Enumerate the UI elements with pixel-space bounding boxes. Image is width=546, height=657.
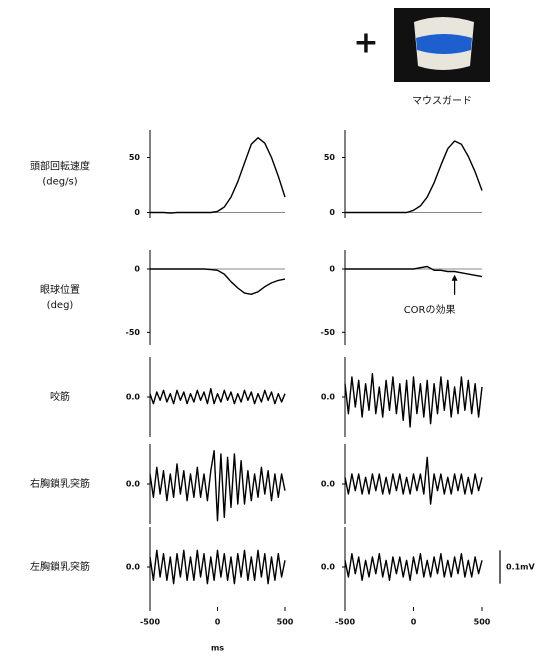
trace — [150, 138, 285, 213]
trace — [345, 374, 482, 427]
row-label: 咬筋 — [50, 390, 70, 403]
y-tick-label: 0.0 — [126, 563, 141, 572]
trace — [150, 389, 285, 404]
y-tick-label: 0.0 — [126, 393, 141, 402]
y-tick-label: 0.0 — [126, 480, 141, 489]
x-label: ms — [211, 644, 224, 653]
trace — [345, 267, 482, 277]
y-tick-label: -50 — [126, 328, 141, 337]
y-tick-label: 0.0 — [321, 563, 336, 572]
annotation-text: CORの効果 — [404, 303, 456, 316]
figure: + マウスガード 050頭部回転速度(deg/s)0500-50眼球位置(deg… — [0, 0, 546, 657]
y-tick-label: -50 — [321, 328, 336, 337]
trace — [345, 141, 482, 213]
x-tick-label: -500 — [335, 618, 355, 627]
y-tick-label: 0 — [329, 265, 335, 274]
x-tick-label: -500 — [140, 618, 160, 627]
row-label: (deg/s) — [42, 177, 77, 188]
mouthguard-photo — [394, 8, 490, 82]
trace — [150, 451, 285, 521]
row-label: 頭部回転速度 — [30, 160, 90, 173]
x-tick-label: 0 — [215, 618, 221, 627]
y-tick-label: 0 — [134, 208, 140, 217]
trace — [150, 550, 285, 583]
condition-symbol: + — [353, 26, 378, 61]
trace — [345, 457, 482, 504]
y-tick-label: 0.0 — [321, 480, 336, 489]
y-tick-label: 0.0 — [321, 393, 336, 402]
trace — [345, 554, 482, 581]
trace — [150, 269, 285, 294]
x-tick-label: 500 — [474, 618, 491, 627]
x-tick-label: 0 — [411, 618, 417, 627]
y-tick-label: 0 — [134, 265, 140, 274]
scale-bar-label: 0.1mV — [506, 563, 536, 572]
row-label: 眼球位置 — [40, 283, 80, 296]
row-label: 左胸鎖乳突筋 — [30, 560, 90, 573]
annotation-arrowhead — [452, 275, 458, 281]
y-tick-label: 50 — [129, 153, 141, 162]
condition-label: マウスガード — [412, 95, 472, 107]
row-label: 右胸鎖乳突筋 — [30, 477, 90, 490]
x-tick-label: 500 — [277, 618, 294, 627]
y-tick-label: 0 — [329, 208, 335, 217]
row-label: (deg) — [47, 300, 74, 311]
y-tick-label: 50 — [324, 153, 336, 162]
